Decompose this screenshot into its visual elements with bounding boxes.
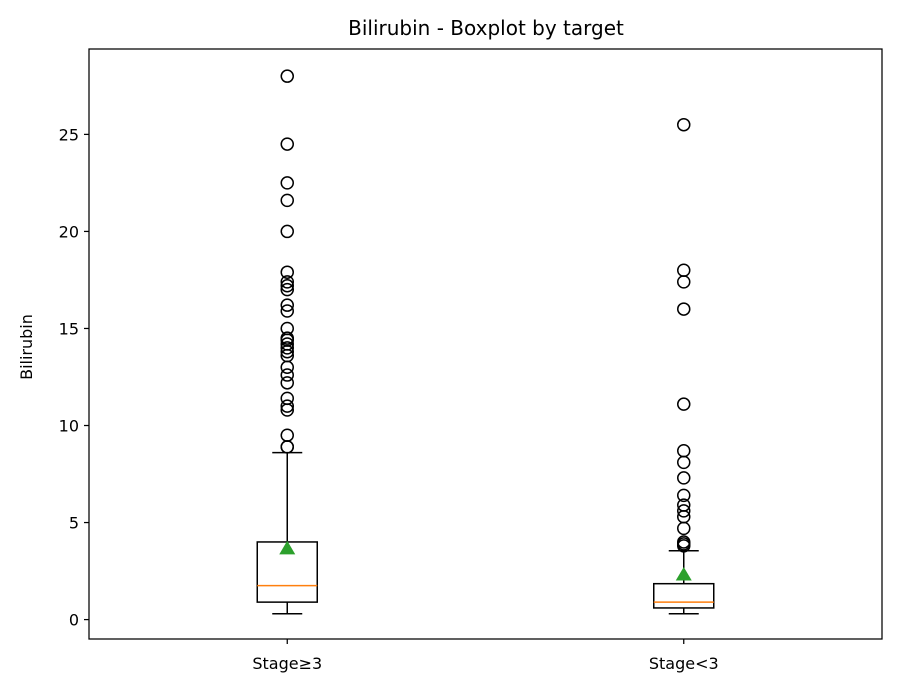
outlier-point — [677, 117, 691, 132]
outlier-point — [677, 488, 691, 503]
outlier-point — [677, 521, 691, 536]
plot-area: 0 5 10 15 20 25 Stage≥3 Stage<3 — [59, 69, 719, 673]
y-tick-label: 5 — [69, 514, 79, 533]
outlier-point — [280, 176, 294, 190]
outlier-point — [677, 443, 691, 458]
outlier-point — [280, 282, 294, 297]
outlier-point — [677, 302, 691, 316]
y-tick-label: 25 — [59, 125, 79, 144]
outlier-point — [280, 368, 294, 382]
outlier-point — [677, 535, 691, 549]
outlier-point — [280, 321, 294, 336]
outlier-point — [280, 376, 294, 390]
y-tick-label: 15 — [59, 319, 79, 338]
mean-marker — [675, 566, 692, 581]
outlier-point — [677, 455, 691, 470]
outlier-point — [280, 440, 294, 454]
outlier-point — [280, 337, 294, 351]
box-group — [256, 69, 318, 615]
outlier-point — [280, 304, 294, 318]
mean-marker — [279, 540, 296, 555]
outlier-point — [280, 224, 294, 239]
y-tick-label: 20 — [59, 222, 79, 241]
axes-frame — [88, 48, 883, 640]
outlier-point — [677, 397, 691, 411]
outlier-point — [677, 275, 691, 289]
outlier-point — [280, 331, 294, 345]
outlier-point — [677, 471, 691, 485]
outlier-point — [280, 360, 294, 375]
box-group — [653, 117, 715, 615]
outlier-point — [280, 341, 294, 355]
outlier-point — [280, 69, 294, 83]
y-tick-label: 0 — [69, 611, 79, 630]
iqr-box — [653, 582, 715, 609]
outlier-point — [677, 504, 691, 518]
outlier-point — [677, 263, 691, 277]
outlier-point — [280, 391, 294, 406]
outlier-point — [677, 498, 691, 512]
outlier-point — [280, 137, 294, 151]
outlier-point — [280, 428, 294, 442]
x-tick-label: Stage<3 — [649, 654, 719, 673]
x-tick-label: Stage≥3 — [252, 654, 322, 673]
outlier-point — [280, 279, 294, 293]
outlier-point — [280, 193, 294, 208]
outlier-point — [280, 298, 294, 312]
y-axis-label: Bilirubin — [17, 314, 36, 380]
outlier-point — [280, 275, 294, 289]
outlier-point — [280, 265, 294, 279]
chart-title: Bilirubin - Boxplot by target — [348, 16, 624, 40]
y-tick-label: 10 — [59, 417, 79, 436]
outlier-point — [280, 399, 294, 413]
